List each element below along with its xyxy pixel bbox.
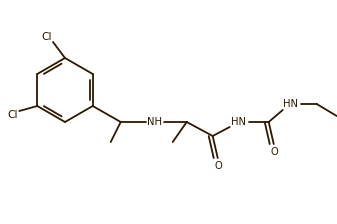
- Text: NH: NH: [147, 117, 162, 127]
- Text: HN: HN: [283, 99, 298, 109]
- Text: HN: HN: [231, 117, 246, 127]
- Text: Cl: Cl: [42, 32, 52, 42]
- Text: O: O: [215, 161, 222, 171]
- Text: O: O: [271, 147, 279, 157]
- Text: Cl: Cl: [7, 110, 18, 120]
